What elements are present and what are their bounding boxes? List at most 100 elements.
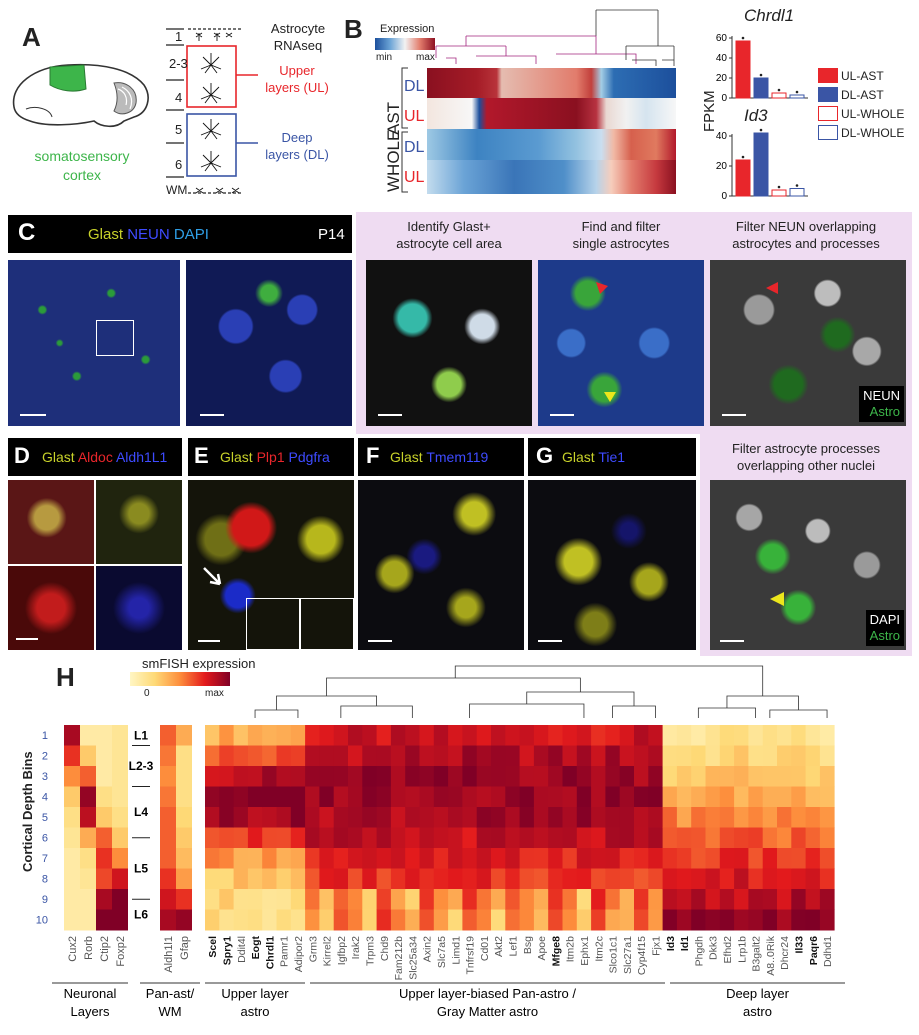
- gene-label: Trpm3: [364, 936, 376, 966]
- panel-e-label: E: [194, 443, 209, 468]
- heat-cell: [262, 745, 277, 767]
- heat-cell: [390, 745, 406, 767]
- heat-cell: [305, 848, 320, 869]
- heat-cell: [276, 725, 292, 746]
- white-arrow-icon: [203, 567, 222, 586]
- layer-label: L4: [134, 805, 148, 819]
- heat-cell: [634, 745, 649, 767]
- heat-cell: [819, 786, 835, 808]
- heat-cell: [476, 827, 492, 849]
- heat-cell: [591, 786, 606, 808]
- heat-cell: [419, 827, 435, 849]
- heat-cell: [734, 909, 749, 931]
- heat-cell: [819, 889, 835, 910]
- heat-cell: [648, 807, 663, 828]
- heat-cell: [64, 889, 80, 910]
- mouse-brain-schematic: [12, 63, 149, 128]
- heat-cell: [519, 827, 535, 849]
- step2-title: Find and filter single astrocytes: [572, 219, 670, 251]
- heat-cell: [591, 889, 606, 910]
- gene-label: Slc7a5: [436, 936, 448, 968]
- heat-cell: [819, 725, 835, 746]
- panel-e-stains: Glast Plp1 Pdgfra: [220, 449, 330, 465]
- heat-cell: [791, 786, 806, 808]
- layer-label-2-3: 2-3: [169, 56, 188, 71]
- heat-cell: [419, 786, 435, 808]
- heat-cell: [112, 766, 128, 787]
- scale-bar: [368, 640, 392, 642]
- heat-cell: [748, 909, 764, 931]
- heat-cell: [676, 848, 692, 869]
- heat-cell: [819, 909, 835, 931]
- heat-cell: [762, 725, 778, 746]
- micrograph-step2: [538, 260, 704, 426]
- heat-cell: [462, 725, 478, 746]
- scale-bar: [720, 640, 744, 642]
- heat-cell: [791, 909, 806, 931]
- group-brackets: [401, 67, 408, 193]
- heat-cell: [247, 786, 263, 808]
- bar-dl-whole: [789, 94, 805, 99]
- heat-cell: [333, 786, 349, 808]
- heat-cell: [96, 745, 112, 767]
- y-tick-label: 40: [716, 131, 728, 142]
- data-point: [741, 36, 745, 40]
- gene-label: Id1: [679, 936, 691, 951]
- gene-label: Phgdh: [693, 936, 705, 967]
- heat-cell: [64, 786, 80, 808]
- smfish-legend-max: max: [205, 688, 224, 699]
- heat-cell: [390, 848, 406, 869]
- heat-cell: [376, 725, 392, 746]
- expression-colorbar: [375, 38, 435, 50]
- heat-cell: [433, 745, 449, 767]
- panel-d-stains: Glast Aldoc Aldh1L1: [42, 449, 168, 465]
- depth-bin-label: 9: [42, 894, 48, 906]
- bar-dl-ast: [753, 77, 769, 99]
- gene-label: Igfbp2: [336, 936, 348, 965]
- heat-cell: [176, 807, 192, 828]
- heat-cell: [96, 909, 112, 931]
- panel-e-header: E Glast Plp1 Pdgfra: [188, 438, 354, 476]
- scale-bar: [722, 414, 746, 416]
- legend-item-dl-ast: DL-AST: [818, 85, 904, 104]
- heat-cell: [348, 909, 363, 931]
- heat-cell: [333, 745, 349, 767]
- heat-cell: [80, 745, 96, 767]
- heat-cell: [662, 848, 678, 869]
- gene-label: Ddit4l: [236, 936, 248, 963]
- micrograph-step4: DAPI Astro: [710, 480, 906, 650]
- heat-cell: [376, 745, 392, 767]
- heat-cell: [219, 848, 234, 869]
- heat-cell: [348, 807, 363, 828]
- gene-label: Dkk3: [708, 936, 720, 960]
- heat-cell: [533, 766, 549, 787]
- upper-layers-connector: [236, 74, 258, 76]
- heat-cell: [719, 889, 735, 910]
- heat-cell: [160, 909, 176, 931]
- heat-cell: [519, 889, 535, 910]
- gene-label: Slco1c1: [608, 936, 620, 974]
- heat-cell: [462, 807, 478, 828]
- heat-cell: [80, 786, 96, 808]
- heat-cell: [805, 868, 821, 890]
- data-point: [795, 184, 799, 187]
- heat-cell: [305, 827, 320, 849]
- heat-cell: [562, 889, 578, 910]
- data-point: [741, 155, 745, 159]
- expression-legend-min: min: [376, 52, 393, 63]
- y-tick-label: 20: [716, 161, 728, 172]
- heat-cell: [205, 725, 220, 746]
- heat-cell: [290, 889, 306, 910]
- heat-cell: [533, 786, 549, 808]
- micrograph-d-glast: [96, 480, 182, 564]
- heat-cell: [662, 786, 678, 808]
- heat-cell: [64, 807, 80, 828]
- region-label: somatosensory cortex: [34, 148, 130, 183]
- data-point: [777, 185, 781, 189]
- chart-title-chrdl1: Chrdl1: [744, 6, 795, 25]
- heat-cell: [777, 807, 792, 828]
- heat-cell: [319, 766, 335, 787]
- heat-cell: [176, 827, 192, 849]
- heat-cell: [160, 807, 176, 828]
- dendrogram-branch: [469, 703, 585, 718]
